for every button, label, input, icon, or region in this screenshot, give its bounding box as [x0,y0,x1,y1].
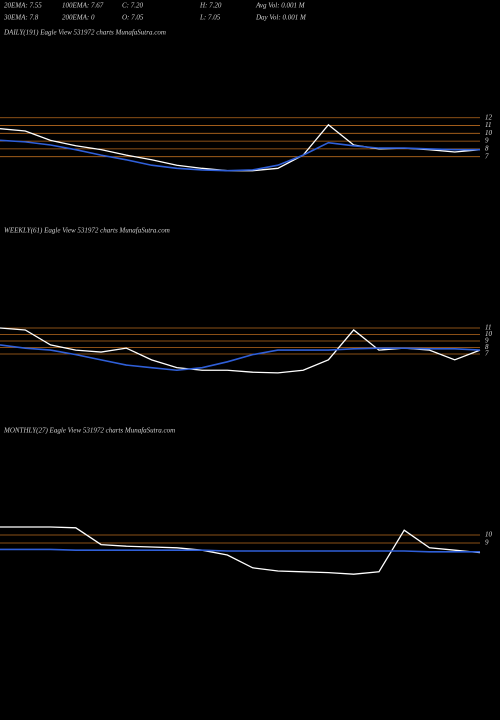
header-item: 200EMA: 0 [62,14,95,22]
y-tick-label: 9 [485,137,489,145]
ema-line [0,548,480,553]
y-tick-label: 10 [485,330,493,338]
y-tick-label: 11 [485,121,491,129]
y-tick-label: 7 [485,350,489,358]
y-tick-label: 7 [485,152,489,160]
header-item: 30EMA: 7.8 [3,14,39,22]
y-tick-label: 11 [485,324,491,332]
y-tick-label: 8 [485,343,489,351]
y-tick-label: 12 [485,113,493,121]
y-tick-label: 10 [485,531,493,539]
ema-line [0,344,481,372]
panel-title: WEEKLY(61) Eagle View 531972 charts Muna… [4,227,170,235]
y-tick-label: 10 [485,129,493,137]
header-item: Day Vol: 0.001 M [255,14,307,22]
header-item: Avg Vol: 0.001 M [255,2,306,10]
header-item: 20EMA: 7.55 [4,2,42,10]
y-tick-label: 9 [485,539,489,547]
panel-title: DAILY(191) Eagle View 531972 charts Muna… [3,29,166,37]
y-tick-label: 9 [485,337,489,345]
header-item: O: 7.05 [122,14,144,22]
y-tick-label: 8 [485,144,489,152]
panel-title: MONTHLY(27) Eagle View 531972 charts Mun… [3,427,175,435]
header-item: 100EMA: 7.67 [62,2,104,10]
header-item: C: 7.20 [122,2,144,10]
header-item: H: 7.20 [199,2,222,10]
ema-line [0,139,480,172]
price-line [0,526,481,575]
header-item: L: 7.05 [199,14,221,22]
